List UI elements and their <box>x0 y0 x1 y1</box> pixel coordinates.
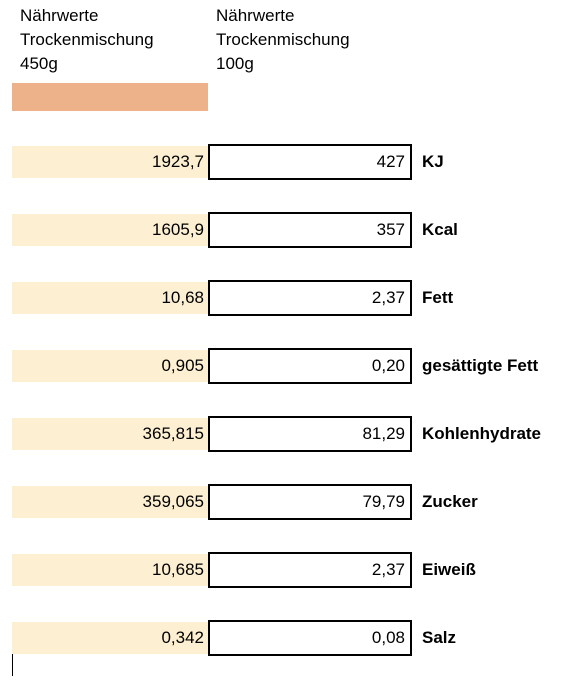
header-color-bar <box>12 83 208 111</box>
table-row-eiweiss: 10,685 2,37 Eiweiß <box>0 552 572 620</box>
nutrient-label: KJ <box>422 152 444 171</box>
table-row-kj: 1923,7 427 KJ <box>0 144 572 212</box>
text-cursor <box>12 654 13 676</box>
table-row-gesaettigte-fett: 0,905 0,20 gesättigte Fett <box>0 348 572 416</box>
nutrient-label: Eiweiß <box>422 560 476 579</box>
header-100g-line-1: Nährwerte <box>216 6 295 25</box>
table-row-kohlenhydrate: 365,815 81,29 Kohlenhydrate <box>0 416 572 484</box>
value-450g-cell[interactable]: 0,342 <box>12 622 208 654</box>
nutrient-label: Fett <box>422 288 454 307</box>
value-450g-cell[interactable]: 359,065 <box>12 486 208 518</box>
value-100g-cell[interactable]: 427 <box>208 144 412 180</box>
value-100g-cell[interactable]: 2,37 <box>208 280 412 316</box>
nutrient-label: gesättigte Fett <box>422 356 539 375</box>
nutrition-table: 1923,7 427 KJ 1605,9 357 Kcal 10,68 2,37… <box>0 144 572 688</box>
table-row-zucker: 359,065 79,79 Zucker <box>0 484 572 552</box>
header-450g-line-1: Nährwerte <box>20 6 99 25</box>
value-450g-cell[interactable]: 1605,9 <box>12 214 208 246</box>
table-row-fett: 10,68 2,37 Fett <box>0 280 572 348</box>
header-450g: Nährwerte Trockenmischung 450g <box>20 4 154 76</box>
value-450g-cell[interactable]: 0,905 <box>12 350 208 382</box>
value-100g-cell[interactable]: 357 <box>208 212 412 248</box>
value-450g-cell[interactable]: 1923,7 <box>12 146 208 178</box>
nutrient-label: Kohlenhydrate <box>422 424 542 443</box>
value-450g-cell[interactable]: 10,68 <box>12 282 208 314</box>
header-450g-line-2: Trockenmischung <box>20 30 154 49</box>
table-row-kcal: 1605,9 357 Kcal <box>0 212 572 280</box>
table-row-salz: 0,342 0,08 Salz <box>0 620 572 688</box>
header-450g-line-3: 450g <box>20 54 58 73</box>
value-450g-cell[interactable]: 365,815 <box>12 418 208 450</box>
value-100g-cell[interactable]: 81,29 <box>208 416 412 452</box>
header-100g: Nährwerte Trockenmischung 100g <box>216 4 350 76</box>
value-100g-cell[interactable]: 0,20 <box>208 348 412 384</box>
nutrient-label: Zucker <box>422 492 478 511</box>
header-100g-line-3: 100g <box>216 54 254 73</box>
nutrient-label: Salz <box>422 628 457 647</box>
value-100g-cell[interactable]: 0,08 <box>208 620 412 656</box>
nutrient-label: Kcal <box>422 220 458 239</box>
value-450g-cell[interactable]: 10,685 <box>12 554 208 586</box>
value-100g-cell[interactable]: 79,79 <box>208 484 412 520</box>
header-100g-line-2: Trockenmischung <box>216 30 350 49</box>
value-100g-cell[interactable]: 2,37 <box>208 552 412 588</box>
